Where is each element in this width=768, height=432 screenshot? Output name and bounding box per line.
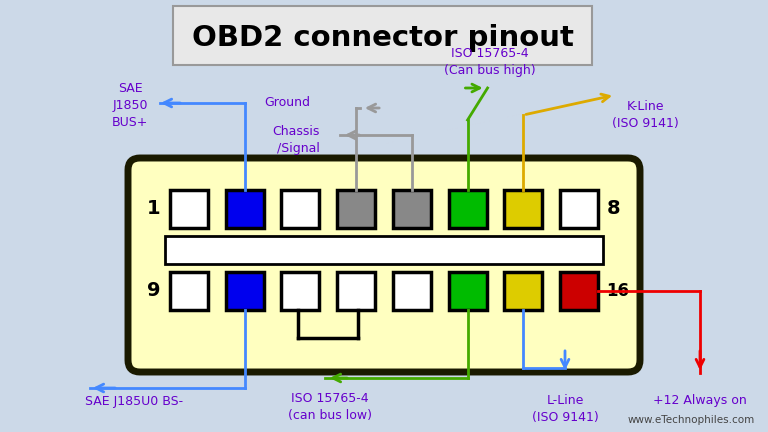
Bar — [226, 190, 263, 228]
Text: SAE J185U0 BS-: SAE J185U0 BS- — [85, 395, 183, 408]
Text: 8: 8 — [607, 200, 621, 219]
Text: www.eTechnophiles.com: www.eTechnophiles.com — [627, 415, 755, 425]
Bar — [393, 190, 431, 228]
Text: Ground: Ground — [264, 96, 310, 109]
Text: Chassis
/Signal: Chassis /Signal — [273, 125, 320, 155]
Bar — [337, 272, 375, 310]
Bar — [505, 272, 542, 310]
Text: L-Line
(ISO 9141): L-Line (ISO 9141) — [531, 394, 598, 424]
Bar — [560, 272, 598, 310]
Text: ISO 15765-4
(Can bus high): ISO 15765-4 (Can bus high) — [444, 47, 536, 77]
Text: SAE
J1850
BUS+: SAE J1850 BUS+ — [112, 82, 148, 129]
Text: 16: 16 — [607, 282, 630, 300]
Text: ISO 15765-4
(can bus low): ISO 15765-4 (can bus low) — [288, 392, 372, 422]
Bar — [449, 190, 487, 228]
Bar — [560, 190, 598, 228]
Bar — [281, 190, 319, 228]
Text: K-Line
(ISO 9141): K-Line (ISO 9141) — [611, 100, 678, 130]
Bar — [281, 272, 319, 310]
Bar — [170, 272, 208, 310]
Bar — [337, 190, 375, 228]
FancyBboxPatch shape — [128, 158, 640, 372]
Bar — [226, 272, 263, 310]
Text: OBD2 connector pinout: OBD2 connector pinout — [192, 24, 574, 52]
Bar — [505, 190, 542, 228]
Bar — [165, 236, 603, 264]
Bar — [393, 272, 431, 310]
Bar — [170, 190, 208, 228]
Text: 1: 1 — [147, 200, 161, 219]
Text: 9: 9 — [147, 282, 161, 301]
Text: +12 Always on: +12 Always on — [653, 394, 746, 407]
FancyBboxPatch shape — [173, 6, 592, 65]
Bar — [449, 272, 487, 310]
